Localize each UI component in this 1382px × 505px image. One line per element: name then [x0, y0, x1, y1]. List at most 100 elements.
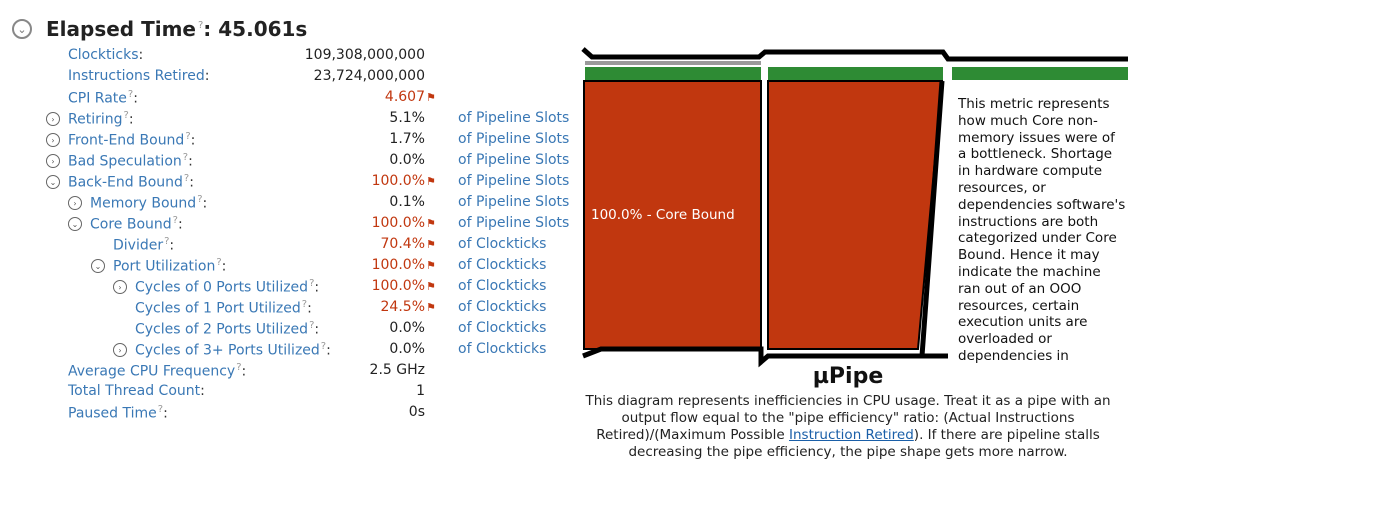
metric-label[interactable]: Bad Speculation?:: [68, 152, 193, 170]
metric-label[interactable]: Port Utilization?:: [113, 257, 227, 275]
help-icon[interactable]: ?: [197, 194, 203, 205]
core-bound-block-2: [767, 80, 944, 350]
expand-icon[interactable]: ›: [113, 280, 127, 294]
flag-icon: ⚑: [426, 175, 436, 188]
metric-row: Cycles of 1 Port Utilized?: 24.5%⚑ of Cloc…: [0, 298, 570, 319]
metric-row: › Bad Speculation?: 0.0% of Pipeline Slots: [0, 151, 570, 172]
metric-unit-link[interactable]: of Pipeline Slots: [458, 110, 570, 126]
metric-row: Instructions Retired: 23,724,000,000: [0, 67, 570, 88]
metric-unit-link[interactable]: of Pipeline Slots: [458, 131, 570, 147]
instruction-retired-link[interactable]: Instruction Retired: [789, 427, 914, 443]
metric-unit-link[interactable]: of Pipeline Slots: [458, 215, 570, 231]
metric-value: 1: [416, 383, 425, 399]
metric-value: 0.0%: [389, 320, 425, 336]
metric-row: › Memory Bound?: 0.1% of Pipeline Slots: [0, 193, 570, 214]
metric-label[interactable]: Cycles of 3+ Ports Utilized?:: [135, 341, 331, 359]
flag-icon: ⚑: [426, 238, 436, 251]
metric-description: This metric represents how much Core non…: [958, 96, 1126, 364]
metric-label[interactable]: Back-End Bound?:: [68, 173, 194, 191]
metric-label[interactable]: Paused Time?:: [68, 404, 168, 422]
help-icon[interactable]: ?: [197, 20, 204, 32]
metric-label[interactable]: Memory Bound?:: [90, 194, 208, 212]
metric-label[interactable]: Total Thread Count:: [68, 383, 205, 399]
help-icon[interactable]: ?: [216, 257, 222, 268]
metric-row: › Cycles of 3+ Ports Utilized?: 0.0% of Clo…: [0, 340, 570, 361]
metric-unit-link[interactable]: of Pipeline Slots: [458, 173, 570, 189]
flag-icon: ⚑: [426, 217, 436, 230]
metric-value: 100.0%⚑: [371, 278, 436, 294]
collapse-icon[interactable]: ⌄: [91, 259, 105, 273]
metric-row: › Front-End Bound?: 1.7% of Pipeline Slots: [0, 130, 570, 151]
metric-value: 4.607⚑: [384, 89, 436, 105]
retiring-band-2: [768, 67, 943, 80]
metric-value: 24.5%⚑: [380, 299, 436, 315]
metric-label[interactable]: Clockticks:: [68, 47, 144, 63]
metric-value: 0.1%: [389, 194, 425, 210]
metric-label[interactable]: Cycles of 1 Port Utilized?:: [135, 299, 312, 317]
expand-icon[interactable]: ›: [46, 133, 60, 147]
metric-value: 100.0%⚑: [371, 257, 436, 273]
elapsed-time-header: ⌄ Elapsed Time?: 45.061s: [12, 14, 307, 44]
metric-label[interactable]: Average CPU Frequency?:: [68, 362, 247, 380]
metric-unit-link[interactable]: of Pipeline Slots: [458, 194, 570, 210]
metric-row: Total Thread Count: 1: [0, 382, 570, 403]
metric-label[interactable]: Instructions Retired:: [68, 68, 210, 84]
metric-row: ⌄ Port Utilization?: 100.0%⚑ of Clockticks: [0, 256, 570, 277]
help-icon[interactable]: ?: [183, 173, 190, 184]
help-icon[interactable]: ?: [185, 131, 191, 142]
metric-row: Average CPU Frequency?: 2.5 GHz: [0, 361, 570, 382]
metric-row: ⌄ Back-End Bound?: 100.0%⚑ of Pipeline Slot…: [0, 172, 570, 193]
pipe-graphic: [581, 47, 1128, 368]
metric-value: 5.1%: [389, 110, 425, 126]
help-icon[interactable]: ?: [301, 299, 308, 310]
pipe-segment-label: 100.0% - Core Bound: [591, 207, 735, 223]
expand-icon[interactable]: ›: [68, 196, 82, 210]
metric-row: › Retiring?: 5.1% of Pipeline Slots: [0, 109, 570, 130]
metric-label[interactable]: Front-End Bound?:: [68, 131, 196, 149]
metric-value: 100.0%⚑: [371, 215, 436, 231]
metric-unit-link[interactable]: of Pipeline Slots: [458, 152, 570, 168]
metric-value: 100.0%⚑: [371, 173, 436, 189]
metric-label[interactable]: Retiring?:: [68, 110, 134, 128]
expand-icon[interactable]: ›: [46, 112, 60, 126]
help-icon[interactable]: ?: [309, 278, 315, 289]
help-icon[interactable]: ?: [127, 89, 134, 100]
metric-label[interactable]: Core Bound?:: [90, 215, 183, 233]
help-icon[interactable]: ?: [157, 404, 164, 415]
metric-value: 1.7%: [389, 131, 425, 147]
metric-row: ⌄ Core Bound?: 100.0%⚑ of Pipeline Slots: [0, 214, 570, 235]
help-icon[interactable]: ?: [164, 236, 170, 247]
metric-label[interactable]: Cycles of 0 Ports Utilized?:: [135, 278, 320, 296]
retiring-band-3: [952, 67, 1128, 80]
help-icon[interactable]: ?: [123, 110, 129, 121]
flag-icon: ⚑: [426, 91, 436, 104]
metric-value: 23,724,000,000: [313, 68, 425, 84]
collapse-icon[interactable]: ⌄: [46, 175, 60, 189]
metric-value: 0.0%: [389, 341, 425, 357]
help-icon[interactable]: ?: [172, 215, 178, 226]
metric-unit-link[interactable]: of Clockticks: [458, 236, 547, 252]
metric-value: 109,308,000,000: [304, 47, 425, 63]
metric-label[interactable]: CPI Rate?:: [68, 89, 138, 107]
metric-unit-link[interactable]: of Clockticks: [458, 299, 547, 315]
metric-label[interactable]: Divider?:: [113, 236, 175, 254]
help-icon[interactable]: ?: [182, 152, 189, 163]
metric-label[interactable]: Cycles of 2 Ports Utilized?:: [135, 320, 320, 338]
help-icon[interactable]: ?: [309, 320, 315, 331]
metric-row: › Cycles of 0 Ports Utilized?: 100.0%⚑ of C…: [0, 277, 570, 298]
metric-unit-link[interactable]: of Clockticks: [458, 257, 547, 273]
metric-value: 2.5 GHz: [369, 362, 425, 378]
metric-unit-link[interactable]: of Clockticks: [458, 320, 547, 336]
metric-unit-link[interactable]: of Clockticks: [458, 278, 547, 294]
help-icon[interactable]: ?: [320, 341, 327, 352]
upipe-diagram: 100.0% - Core Bound This metric represen…: [578, 44, 1133, 374]
metric-unit-link[interactable]: of Clockticks: [458, 341, 547, 357]
flag-icon: ⚑: [426, 280, 436, 293]
help-icon[interactable]: ?: [236, 362, 242, 373]
metric-row: Cycles of 2 Ports Utilized?: 0.0% of Clock…: [0, 319, 570, 340]
expand-icon[interactable]: ›: [113, 343, 127, 357]
expand-icon[interactable]: ›: [46, 154, 60, 168]
collapse-toggle-icon[interactable]: ⌄: [12, 19, 32, 39]
metric-row: Paused Time?: 0s: [0, 403, 570, 424]
collapse-icon[interactable]: ⌄: [68, 217, 82, 231]
